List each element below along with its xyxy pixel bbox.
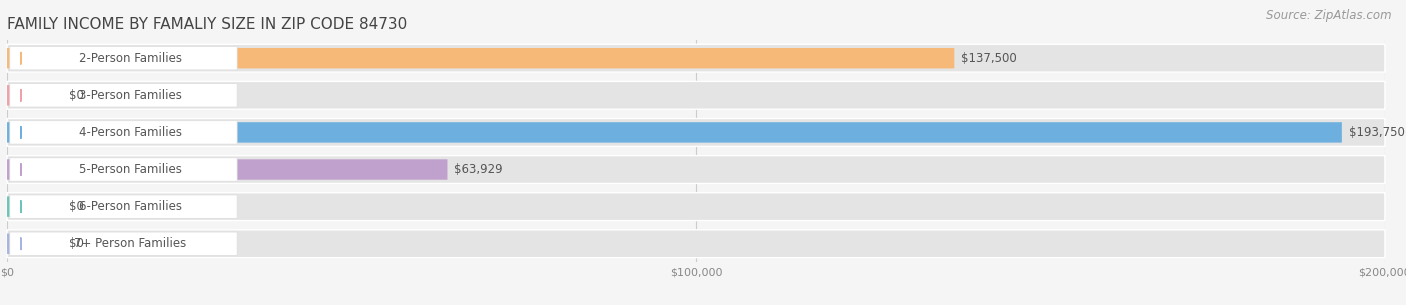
FancyBboxPatch shape xyxy=(7,85,62,106)
Text: $137,500: $137,500 xyxy=(962,52,1017,65)
Text: 2-Person Families: 2-Person Families xyxy=(79,52,181,65)
Text: 6-Person Families: 6-Person Families xyxy=(79,200,181,213)
Text: FAMILY INCOME BY FAMALIY SIZE IN ZIP CODE 84730: FAMILY INCOME BY FAMALIY SIZE IN ZIP COD… xyxy=(7,16,408,31)
Text: $193,750: $193,750 xyxy=(1348,126,1405,139)
FancyBboxPatch shape xyxy=(7,81,1385,109)
Text: 4-Person Families: 4-Person Families xyxy=(79,126,181,139)
Text: $0: $0 xyxy=(69,237,84,250)
FancyBboxPatch shape xyxy=(7,122,1341,143)
Text: 5-Person Families: 5-Person Families xyxy=(79,163,181,176)
Text: 7+ Person Families: 7+ Person Families xyxy=(75,237,187,250)
Text: $0: $0 xyxy=(69,200,84,213)
Text: $63,929: $63,929 xyxy=(454,163,503,176)
FancyBboxPatch shape xyxy=(7,193,1385,221)
FancyBboxPatch shape xyxy=(7,119,1385,146)
FancyBboxPatch shape xyxy=(10,47,238,70)
Text: 3-Person Families: 3-Person Families xyxy=(79,89,181,102)
Text: Source: ZipAtlas.com: Source: ZipAtlas.com xyxy=(1267,9,1392,22)
FancyBboxPatch shape xyxy=(10,232,238,255)
FancyBboxPatch shape xyxy=(10,158,238,181)
FancyBboxPatch shape xyxy=(7,156,1385,183)
FancyBboxPatch shape xyxy=(7,44,1385,72)
FancyBboxPatch shape xyxy=(7,48,955,68)
FancyBboxPatch shape xyxy=(7,230,1385,258)
FancyBboxPatch shape xyxy=(7,234,62,254)
FancyBboxPatch shape xyxy=(7,196,62,217)
FancyBboxPatch shape xyxy=(7,159,447,180)
FancyBboxPatch shape xyxy=(10,121,238,144)
FancyBboxPatch shape xyxy=(10,195,238,218)
Text: $0: $0 xyxy=(69,89,84,102)
FancyBboxPatch shape xyxy=(10,84,238,107)
